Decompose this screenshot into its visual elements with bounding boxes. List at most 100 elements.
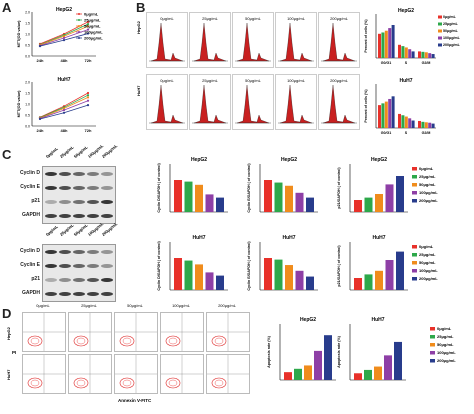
bar	[384, 30, 388, 58]
data-point	[62, 109, 66, 112]
chart-title: HepG2	[371, 157, 387, 163]
column-label: 200μg/mL	[330, 16, 349, 21]
bar	[274, 182, 283, 212]
bar	[216, 197, 224, 212]
blot-band	[101, 172, 113, 176]
bar	[381, 32, 385, 58]
bar	[381, 103, 385, 128]
data-point	[86, 23, 90, 26]
y-axis-label: p21/GAPDH ( of control)	[337, 245, 341, 287]
bar	[216, 275, 224, 290]
y-tick-label: 1.5	[25, 92, 30, 96]
density-contour	[76, 379, 86, 387]
histogram-peak	[193, 22, 227, 62]
blot-band	[59, 200, 71, 204]
panel-a-charts: HepG2 0.0 0.5 1.0 1.5 2.0 24h 48h 72h MTT(OD valu…	[17, 7, 103, 133]
histogram-peak	[236, 84, 270, 124]
legend-swatch	[412, 167, 417, 171]
blot-row-label: p21	[31, 276, 40, 282]
blot-band	[73, 172, 85, 176]
data-point	[62, 35, 66, 38]
legend-marker	[78, 37, 80, 39]
y-axis-label: Cyclin E/GAPDH ( of control)	[247, 163, 251, 213]
x-axis-label: Annexin V-FITC	[118, 398, 152, 403]
blot-band	[59, 250, 71, 254]
bar	[354, 278, 362, 290]
bar	[294, 368, 302, 380]
blot-band	[101, 292, 113, 296]
flow-histogram: 50μg/mL	[232, 12, 274, 68]
scatter-plot	[22, 354, 66, 394]
density-contour	[214, 337, 224, 345]
flow-histogram: 50μg/mL	[232, 74, 274, 130]
bar	[295, 270, 304, 290]
blot-band	[87, 172, 99, 176]
blot-row-label: Cyclin D	[19, 248, 40, 254]
bar	[324, 335, 332, 380]
blot-row-label: Cyclin D	[19, 170, 40, 176]
data-point	[86, 20, 90, 23]
legend-marker	[78, 31, 80, 33]
column-label: 0μg/mL	[36, 303, 50, 308]
x-tick-label: 48h	[61, 128, 68, 133]
legend-label: 100μg/mL	[84, 30, 103, 35]
data-point	[86, 28, 90, 31]
bar	[424, 52, 428, 58]
legend-swatch	[412, 261, 417, 265]
blot-band	[87, 186, 99, 190]
scatter-svg: 25μg/mL	[69, 307, 111, 351]
blot-band	[101, 264, 113, 268]
bar	[174, 180, 182, 212]
legend-swatch	[412, 245, 417, 249]
blot-row-label: GAPDH	[21, 290, 40, 296]
scatter-plot: 25μg/mL	[68, 307, 112, 352]
legend-label: 50μg/mL	[84, 24, 101, 29]
legend-label: 50μg/mL	[443, 29, 459, 33]
legend-swatch	[430, 335, 435, 339]
blot-band	[101, 214, 113, 218]
y-axis-label: Percent of cells (%)	[364, 19, 368, 53]
scatter-svg: 50μg/mL	[115, 307, 157, 351]
histogram-peak	[322, 84, 356, 124]
y-axis-label: p21/GAPDH ( of control)	[337, 167, 341, 209]
histogram-peak	[150, 84, 184, 124]
legend-marker	[78, 19, 80, 21]
blot-band	[101, 200, 113, 204]
scatter-svg	[69, 355, 111, 393]
scatter-svg: 200μg/mL	[207, 307, 249, 351]
histogram-svg: 0μg/mL	[149, 16, 185, 62]
bar	[391, 96, 395, 128]
bar	[274, 259, 283, 290]
density-contour	[27, 377, 43, 389]
column-label: 25μg/mL	[202, 78, 218, 83]
chart-title: HuH7	[372, 235, 385, 241]
bar	[404, 116, 408, 128]
chart-title: HuH7	[282, 235, 295, 241]
blot-row-label: GAPDH	[21, 212, 40, 218]
density-contour	[27, 335, 43, 347]
blot-band	[87, 278, 99, 282]
legend-swatch	[438, 36, 442, 40]
bar	[284, 372, 292, 380]
blot-band	[101, 278, 113, 282]
flow-histogram: 0μg/mL	[146, 12, 188, 68]
legend-swatch	[438, 22, 442, 26]
legend-swatch	[412, 191, 417, 195]
row-label: HuH7	[6, 369, 11, 380]
row-label: HuH7	[136, 85, 141, 96]
bar	[195, 264, 203, 290]
column-label: 0μg/mL	[160, 78, 174, 83]
scatter-plot: 50μg/mL	[114, 307, 158, 352]
column-label: 50μg/mL	[245, 16, 261, 21]
chart-title: HepG2	[281, 157, 297, 163]
data-point	[86, 96, 90, 99]
legend-label: 25μg/mL	[419, 252, 436, 257]
bar	[421, 51, 425, 58]
chart-title: HuH7	[399, 78, 412, 84]
panel-letter-c: C	[2, 147, 12, 162]
bar	[378, 33, 381, 58]
data-point	[86, 25, 90, 28]
bar	[285, 265, 293, 290]
panel-d-scatter-grid: HepG20μg/mL0μg/mL25μg/mL25μg/mL50μg/mL50…	[6, 303, 258, 414]
density-contour	[76, 337, 86, 345]
